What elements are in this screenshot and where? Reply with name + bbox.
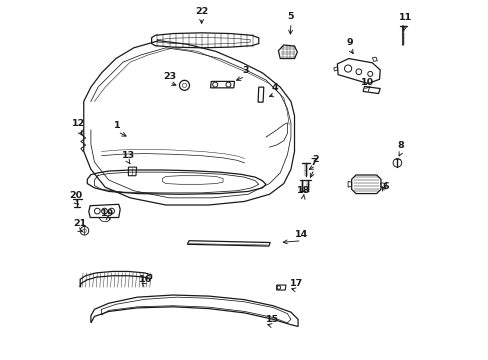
Text: 20: 20 (69, 192, 82, 201)
Text: 9: 9 (346, 38, 352, 47)
Text: 2: 2 (312, 155, 319, 164)
Text: 22: 22 (195, 7, 208, 16)
Text: 3: 3 (242, 66, 248, 75)
Text: 23: 23 (163, 72, 176, 81)
Text: 6: 6 (382, 182, 388, 191)
Text: 17: 17 (289, 279, 302, 288)
Text: 19: 19 (101, 208, 114, 217)
Text: 11: 11 (398, 13, 411, 22)
Text: 8: 8 (397, 141, 404, 150)
Text: 18: 18 (296, 186, 309, 195)
Text: 10: 10 (361, 78, 373, 87)
Text: 5: 5 (287, 12, 294, 21)
Text: 16: 16 (138, 275, 151, 284)
Text: 12: 12 (72, 119, 85, 128)
Text: 15: 15 (265, 315, 278, 324)
Text: 1: 1 (114, 121, 121, 130)
Text: 14: 14 (294, 230, 307, 239)
Text: 13: 13 (122, 150, 135, 159)
Text: 21: 21 (73, 219, 86, 228)
Text: 4: 4 (271, 84, 278, 93)
Text: 7: 7 (310, 158, 317, 167)
